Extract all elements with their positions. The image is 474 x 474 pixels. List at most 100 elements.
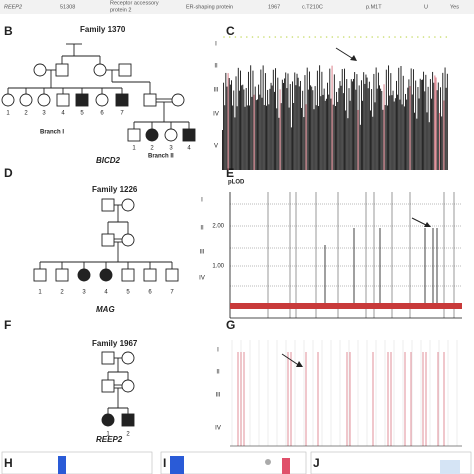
scan-bar [257,99,258,170]
scan-bar [383,84,385,170]
scan-bar [417,87,419,170]
scan-bar [234,117,236,170]
marker-dot [325,36,328,38]
male [56,93,70,107]
scan-bar [335,106,336,170]
scan-bar [368,81,370,170]
scan-bar [426,112,428,170]
scan-bar [325,98,327,170]
marker-dot [342,36,345,38]
panel-j-frame [310,451,472,474]
scan-bar [312,90,314,170]
scan-bar [403,106,405,170]
generation-label: II [214,64,218,70]
scan-bar [402,75,404,170]
scan-bar [327,82,328,170]
marker-dot [320,36,322,38]
scan-bar [264,73,266,170]
family-label: Family 1370 [80,25,126,34]
scan-bar [222,130,223,170]
scan-bar [381,90,383,170]
scan-bar [373,73,375,170]
scan-bar [313,109,315,170]
scan-bar [346,79,348,170]
scan-bar [249,105,251,170]
generation-label: I [215,42,217,48]
scan-bar [224,105,226,170]
scan-bar [427,86,429,170]
individual-number: 3 [42,111,46,117]
marker-dot [399,36,402,38]
scan-bar [232,105,234,170]
individual-number: 2 [60,290,64,296]
scan-bar [353,78,354,170]
individual-number: 2 [126,432,130,438]
scan-bar [324,100,326,170]
scan-bar [246,105,248,170]
scan-bar [267,89,269,170]
marker-dot [422,36,425,38]
marker-dot [417,36,419,38]
male [121,268,135,282]
arrow [281,353,301,367]
marker-dot [274,36,277,38]
marker-dot [268,36,271,38]
individual-number: 3 [82,290,86,296]
scan-bar [398,67,400,170]
scan-bar [302,90,304,170]
panel-label: G [226,318,235,332]
male [118,63,132,77]
marker-dot [314,36,317,38]
panel-label: F [4,318,11,332]
scan-bar [418,98,420,170]
scan-bar [260,69,262,170]
male [101,198,115,212]
scan-bar [305,104,307,170]
scan-bar [262,65,264,170]
male [121,413,135,427]
arrow [411,217,429,227]
arrow-head [424,222,431,227]
scan-bar [392,90,394,170]
scan-bar [223,82,225,170]
scan-bar [374,102,376,170]
scan-bar [285,72,287,170]
male [75,93,89,107]
female [171,93,185,107]
scan-bar [337,101,339,170]
scan-bar [438,112,440,170]
scan-bar [391,95,393,170]
marker-dot [434,36,436,38]
scan-bar [328,94,330,170]
generation-label: IV [215,426,221,432]
scan-bar [435,77,437,170]
scan-bar [406,99,408,170]
tick-label: 1.00 [212,264,224,270]
scan-bar [320,96,322,170]
scan-bar [363,72,365,170]
marker-dot [365,36,368,38]
generation-label: II [216,370,220,376]
scan-bar [376,88,378,170]
scan-bar [436,90,438,170]
scan-bar [437,82,439,170]
individual-number: 5 [126,290,130,296]
panel-label: B [4,24,13,38]
scan-bar [303,117,305,170]
scan-bar [279,89,281,170]
scan-bar [322,94,324,170]
female [33,63,47,77]
marker-dot [291,36,294,38]
scan-bar [428,122,430,170]
scan-bar [386,105,388,170]
individual-number: 1 [6,111,10,117]
individual-number: 3 [169,146,173,152]
scan-bar [415,80,417,170]
marker-dot [234,36,237,38]
scan-bar [329,68,331,170]
individual-number: 7 [170,290,174,296]
marker-dot [377,36,379,38]
scan-bar [245,87,247,170]
individual-number: 1 [38,290,42,296]
marker-dot [445,36,448,38]
